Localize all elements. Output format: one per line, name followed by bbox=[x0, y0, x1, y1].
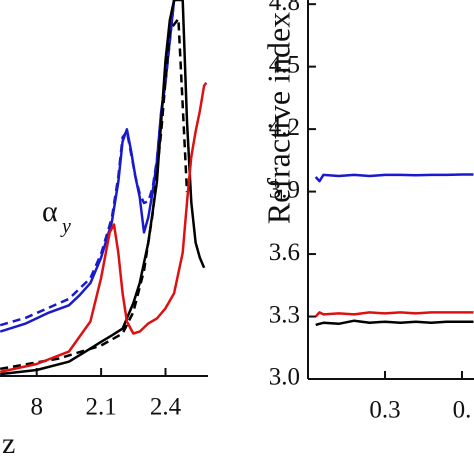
series-line bbox=[314, 173, 474, 183]
x-tick-label: 8 bbox=[30, 394, 43, 421]
y-tick-label: 3.0 bbox=[269, 364, 300, 391]
y-tick-label: 4.8 bbox=[269, 0, 300, 16]
series-line bbox=[0, 0, 176, 327]
y-tick-label: 3.3 bbox=[269, 301, 300, 328]
series-line bbox=[315, 319, 474, 327]
x-axis-label: z bbox=[2, 427, 15, 460]
x-tick-label: 2.4 bbox=[150, 394, 182, 421]
x-tick-label: 2.1 bbox=[85, 394, 116, 421]
x-tick-label: 0. bbox=[453, 397, 472, 424]
series-line bbox=[314, 311, 474, 318]
y-tick-label: 4.2 bbox=[269, 114, 300, 141]
series-line bbox=[0, 0, 206, 376]
annotation-sub: y bbox=[60, 216, 71, 238]
series-line bbox=[0, 17, 189, 371]
series-line bbox=[0, 81, 208, 374]
annotation: α bbox=[42, 195, 58, 228]
y-tick-label: 3.9 bbox=[269, 176, 300, 203]
y-axis-label: Refractive index bbox=[260, 12, 296, 224]
y-tick-label: 4.5 bbox=[269, 51, 300, 78]
y-tick-label: 3.6 bbox=[269, 239, 300, 266]
x-tick-label: 0.3 bbox=[369, 397, 400, 424]
